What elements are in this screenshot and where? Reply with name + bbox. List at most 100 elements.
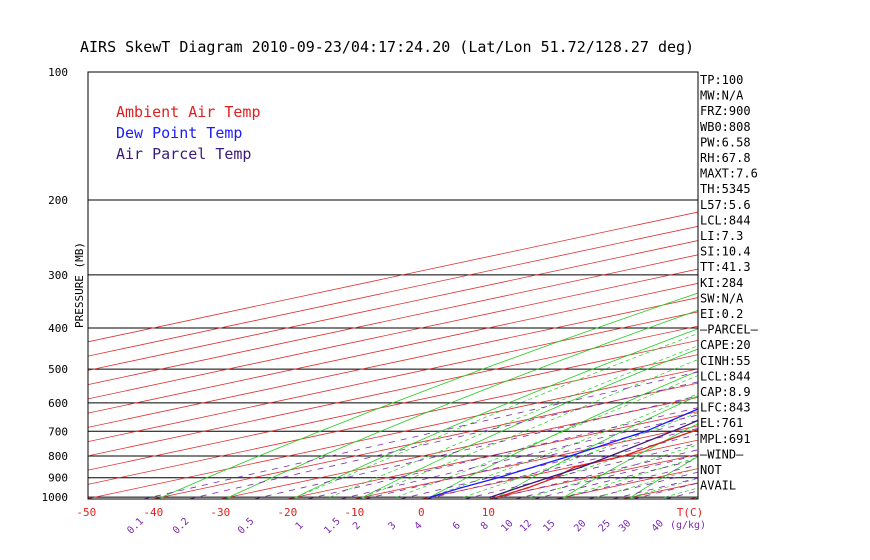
legend-entry: Air Parcel Temp <box>116 145 251 163</box>
index-entry: MAXT:7.6 <box>700 167 758 181</box>
isotherm-line <box>354 425 698 499</box>
index-entry: CAP:8.9 <box>700 385 751 399</box>
isotherm-line <box>88 311 698 443</box>
series-point-2 <box>489 496 492 499</box>
index-entry: SI:10.4 <box>700 245 751 259</box>
dry-adiabat-line <box>426 370 698 499</box>
index-entry: LI:7.3 <box>700 229 743 243</box>
mixing-ratio-unit-label: (g/kg) <box>670 520 706 531</box>
index-entry: EI:0.2 <box>700 307 743 321</box>
plot-grid <box>88 72 870 499</box>
series-point-2 <box>671 430 674 433</box>
isotherm-line <box>88 240 698 371</box>
isotherm-line <box>220 396 698 499</box>
dry-adiabat-line <box>763 90 870 499</box>
dry-adiabat-line <box>560 423 698 499</box>
series-line-2 <box>490 419 698 498</box>
pressure-tick-label: 800 <box>48 450 68 463</box>
mixing-ratio-label: 0.5 <box>236 516 257 537</box>
bottom-temp-tick-label: -30 <box>210 506 230 519</box>
mixing-ratio-label: 40 <box>650 518 666 534</box>
mixing-ratio-line <box>253 395 698 499</box>
mixing-ratio-line <box>143 371 698 499</box>
index-entry: SW:N/A <box>700 291 744 305</box>
series-point-2 <box>517 486 519 489</box>
index-entry: CINH:55 <box>700 354 751 368</box>
mixing-ratio-line <box>340 414 698 499</box>
dry-adiabat-line <box>224 309 698 499</box>
moist-adiabat-line <box>429 393 698 498</box>
series-point-1 <box>810 368 812 370</box>
series-point-0 <box>496 496 498 499</box>
isotherm-line <box>823 72 870 499</box>
dry-adiabat-line <box>830 90 870 499</box>
isotherm-line <box>756 72 870 499</box>
pressure-tick-label: 1000 <box>42 491 69 504</box>
legend: Ambient Air Temp Dew Point Temp Air Parcel… <box>116 103 261 163</box>
isotherm-line <box>88 282 698 414</box>
pressure-tick-label: 300 <box>48 269 68 282</box>
series-point-2 <box>609 455 612 457</box>
isotherm-line <box>88 339 698 471</box>
series-point-0 <box>573 466 576 469</box>
legend-entry: Dew Point Temp <box>116 124 242 142</box>
isotherm-line <box>153 382 698 499</box>
dry-adiabat-line <box>627 456 698 499</box>
pressure-tick-label: 900 <box>48 472 68 485</box>
mixing-ratio-line <box>426 434 698 499</box>
index-entry: MW:N/A <box>700 89 744 103</box>
mixing-ratio-label: 30 <box>617 518 633 534</box>
series-point-0 <box>554 476 556 479</box>
index-entry: AVAIL <box>700 479 736 493</box>
moist-adiabat-line <box>295 333 698 498</box>
mixing-ratio-line <box>307 407 698 499</box>
index-entry: TH:5345 <box>700 182 751 196</box>
isotherm-line <box>88 254 698 386</box>
series-point-1 <box>644 430 647 433</box>
pressure-tick-label: 700 <box>48 425 68 438</box>
mixing-ratio-line <box>188 381 698 499</box>
isotherm-line <box>88 225 698 357</box>
index-entry: WB0:808 <box>700 120 751 134</box>
series-point-2 <box>547 476 550 479</box>
index-entry: MPL:691 <box>700 432 751 446</box>
series-point-0 <box>527 486 529 489</box>
mixing-ratio-label: 10 <box>499 518 515 534</box>
series-point-0 <box>691 430 694 433</box>
index-entry: EL:761 <box>700 416 743 430</box>
pressure-tick-label: 200 <box>48 194 68 207</box>
mixing-ratio-label: 12 <box>518 518 534 534</box>
mixing-ratio-label: 20 <box>572 518 588 534</box>
mixing-ratio-label: 0.2 <box>171 516 192 537</box>
series-point-1 <box>497 476 499 479</box>
index-entry: —WIND— <box>700 447 744 461</box>
index-entry: CAPE:20 <box>700 338 751 352</box>
pressure-tick-label: 500 <box>48 363 68 376</box>
index-entry: PW:6.58 <box>700 135 751 149</box>
series-line-0 <box>496 428 698 498</box>
mixing-ratio-label: 1 <box>294 520 306 532</box>
legend-entry: Ambient Air Temp <box>116 103 261 121</box>
index-entry: LFC:843 <box>700 401 751 415</box>
index-entry: RH:67.8 <box>700 151 751 165</box>
series-point-1 <box>569 455 571 457</box>
index-entry: —PARCEL— <box>700 323 759 337</box>
moist-adiabat-line <box>664 487 698 498</box>
moist-adiabat-line <box>396 375 698 498</box>
series-point-0 <box>622 455 625 457</box>
mixing-ratio-label: 2 <box>351 520 363 532</box>
index-entry: LCL:844 <box>700 369 751 383</box>
series-point-1 <box>429 496 431 499</box>
series-point-0 <box>779 402 781 404</box>
index-entry: FRZ:900 <box>700 104 751 118</box>
bottom-temp-tick-label: -50 <box>76 506 96 519</box>
moist-adiabat-line <box>496 429 698 498</box>
isotherm-line <box>88 211 698 343</box>
chart-title: AIRS SkewT Diagram 2010-09-23/04:17:24.2… <box>80 38 694 56</box>
isotherm-line <box>88 368 698 499</box>
mixing-ratio-label: 1.5 <box>322 516 343 537</box>
isotherm-line <box>88 268 698 400</box>
mixing-ratio-label: 3 <box>386 520 398 532</box>
pressure-tick-label: 600 <box>48 397 68 410</box>
